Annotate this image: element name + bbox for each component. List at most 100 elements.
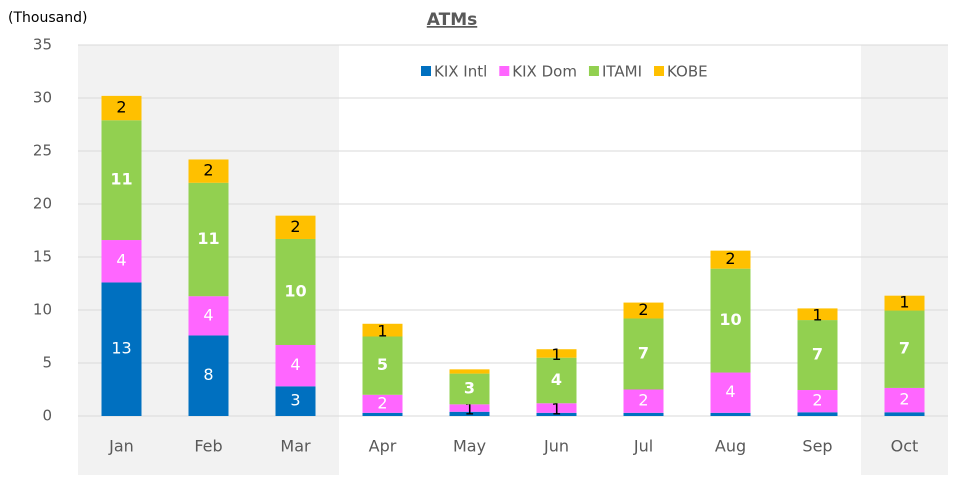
x-tick-label: Feb [194,437,222,456]
bar-segment [536,349,577,358]
bar-segment [536,403,577,413]
bar-segment [797,412,838,416]
bar-segment [710,250,751,269]
x-tick-label: Oct [891,437,919,456]
bar-segment [710,372,751,413]
legend-swatch [654,66,665,76]
data-label: 7 [812,345,823,364]
data-label: 1 [464,400,474,419]
bar-segment [449,411,490,416]
data-label: 1 [377,322,387,341]
data-label: 4 [116,251,126,270]
y-tick-label: 35 [33,36,52,54]
x-tick-label: Sep [802,437,832,456]
bar-segment [797,320,838,391]
bar-segment [623,318,664,390]
data-label: 2 [203,161,213,180]
data-label: 4 [290,355,300,374]
bar-segment [275,386,316,416]
data-label: 7 [899,339,910,358]
legend-label: KIX Dom [512,63,577,81]
x-tick-label: Aug [715,437,746,456]
bar-segment [710,268,751,373]
data-label: 10 [284,281,306,300]
bar-segment [275,238,316,345]
bar-segment [884,310,925,388]
data-label: 2 [638,300,648,319]
x-tick-label: Jan [108,437,134,456]
data-label: 1 [812,306,822,325]
y-tick-label: 30 [33,89,52,107]
bar-segment [449,369,490,374]
bar-segment [188,182,229,297]
y-tick-label: 25 [33,142,52,160]
data-label: 1 [551,345,561,364]
bar-segment [362,336,403,395]
bar-segment [101,120,142,241]
bar-segment [362,394,403,413]
data-label: 2 [812,391,822,410]
x-tick-label: Jun [543,437,569,456]
x-tick-label: Apr [369,437,397,456]
data-label: 2 [377,393,387,412]
bar-segment [275,215,316,239]
bar-segment [536,357,577,404]
bar-segment [101,282,142,416]
data-label: 11 [110,170,132,189]
data-label: 2 [899,390,909,409]
bar-segment [275,344,316,387]
bar-segment [449,373,490,405]
data-label: 2 [116,98,126,117]
data-label: 1 [551,400,561,419]
bar-segment [188,335,229,416]
bar-segment [884,295,925,311]
bar-segment [797,308,838,321]
data-label: 1 [899,293,909,312]
data-label: 7 [638,343,649,362]
y-tick-label: 15 [33,248,52,266]
x-tick-label: Mar [280,437,311,456]
data-label: 4 [551,370,562,389]
unit-label: (Thousand) [8,10,87,26]
y-tick-label: 20 [33,195,52,213]
bar-segment [188,296,229,336]
data-label: 2 [725,249,735,268]
legend-swatch [588,66,599,76]
legend-label: KIX Intl [434,63,487,81]
data-label: 3 [290,391,300,410]
data-label: 11 [197,229,219,248]
bar-segment [449,404,490,412]
y-tick-label: 0 [42,407,52,425]
legend-swatch [499,66,510,76]
data-label: 3 [464,378,475,397]
x-tick-label: May [453,437,486,456]
data-label: 4 [203,305,213,324]
bar-segment [884,387,925,413]
bar-segment [623,302,664,319]
chart-title: ATMs [427,10,477,30]
data-label: 13 [111,339,131,358]
data-label: 8 [203,365,213,384]
data-label: 10 [719,310,741,329]
bar-segment [623,389,664,413]
bar-segment [188,159,229,183]
data-label: 5 [377,355,388,374]
legend-label: KOBE [667,63,708,81]
bar-segment [884,412,925,416]
data-label: 2 [290,217,300,236]
bar-segment [536,412,577,416]
data-label: 2 [638,391,648,410]
bar-segment [710,412,751,416]
bar-segment [362,323,403,337]
bar-segment [362,412,403,416]
bar-segment [623,412,664,416]
legend-swatch [421,66,431,76]
x-tick-label: Jul [633,437,653,456]
bar-segment [101,95,142,121]
legend-label: ITAMI [602,63,642,81]
y-tick-label: 5 [42,354,52,372]
bar-segment [101,240,142,283]
data-label: 4 [725,382,735,401]
y-tick-label: 10 [33,301,52,319]
